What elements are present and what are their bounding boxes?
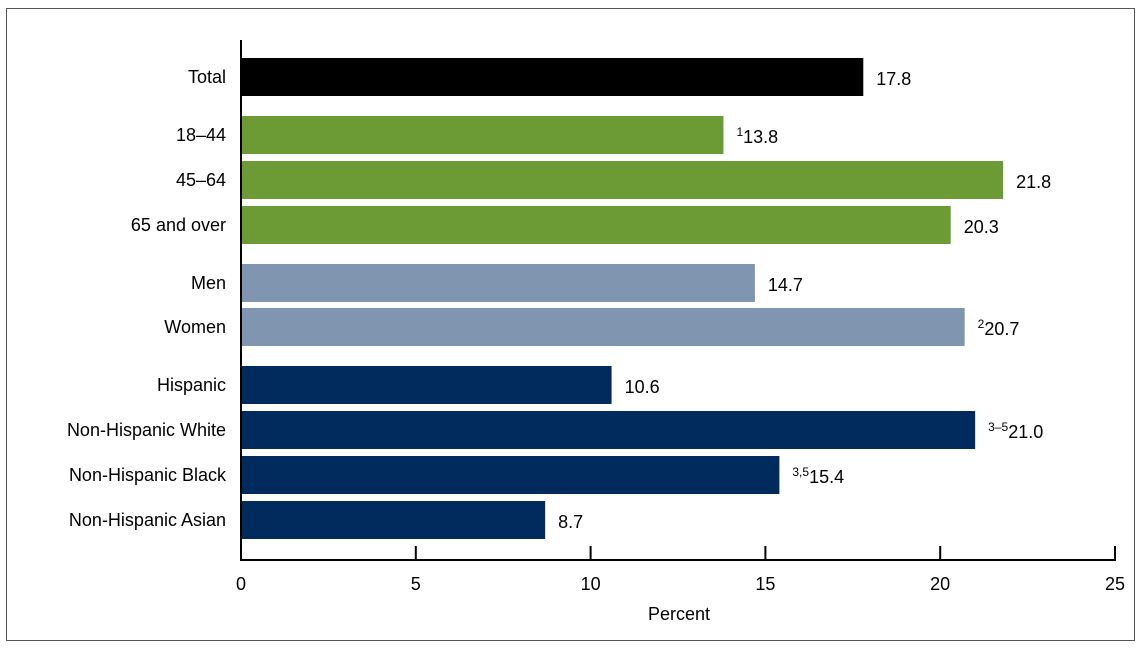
- bar-non-hispanic-black: [241, 456, 780, 494]
- category-label-non-hispanic-black: Non-Hispanic Black: [69, 465, 227, 485]
- value-number-18-44: 13.8: [743, 127, 778, 147]
- value-number-women: 20.7: [984, 319, 1019, 339]
- x-axis-title: Percent: [648, 604, 710, 624]
- footnote-marker-18-44: 1: [736, 125, 743, 139]
- bar-18-44: [241, 116, 724, 154]
- value-label-non-hispanic-black: 3,515.4: [792, 465, 844, 487]
- category-label-total: Total: [188, 67, 226, 87]
- bar-women: [241, 308, 965, 346]
- value-label-non-hispanic-white: 3–521.0: [988, 420, 1043, 442]
- value-label-hispanic: 10.6: [625, 377, 660, 397]
- x-tick-label-5: 5: [411, 574, 421, 594]
- value-label-18-44: 113.8: [736, 125, 778, 147]
- x-tick-label-25: 25: [1105, 574, 1125, 594]
- value-label-total: 17.8: [876, 69, 911, 89]
- category-label-45-64: 45–64: [176, 170, 226, 190]
- category-label-men: Men: [191, 273, 226, 293]
- value-number-hispanic: 10.6: [625, 377, 660, 397]
- value-number-non-hispanic-white: 21.0: [1008, 422, 1043, 442]
- category-label-women: Women: [164, 317, 226, 337]
- category-label-65-and-over: 65 and over: [131, 215, 226, 235]
- value-number-65-and-over: 20.3: [964, 217, 999, 237]
- bar-total: [241, 58, 864, 96]
- bar-hispanic: [241, 366, 612, 404]
- value-label-45-64: 21.8: [1016, 172, 1051, 192]
- value-number-total: 17.8: [876, 69, 911, 89]
- x-tick-label-0: 0: [236, 574, 246, 594]
- x-tick-label-20: 20: [930, 574, 950, 594]
- bars-layer: [241, 58, 1004, 539]
- value-number-men: 14.7: [768, 275, 803, 295]
- labels-layer: Total 17.8 18–44 113.8 45–64 21.8 65 and over 2…: [67, 67, 1051, 532]
- value-number-45-64: 21.8: [1016, 172, 1051, 192]
- value-label-65-and-over: 20.3: [964, 217, 999, 237]
- footnote-marker-women: 2: [978, 317, 985, 331]
- value-label-women: 220.7: [978, 317, 1020, 339]
- x-axis-ticks: 0 5 10 15 20 25: [236, 546, 1125, 594]
- value-label-non-hispanic-asian: 8.7: [558, 512, 583, 532]
- x-tick-label-10: 10: [581, 574, 601, 594]
- value-number-non-hispanic-black: 15.4: [809, 467, 844, 487]
- category-label-18-44: 18–44: [176, 125, 226, 145]
- bar-non-hispanic-asian: [241, 501, 546, 539]
- bar-65-and-over: [241, 206, 951, 244]
- category-label-hispanic: Hispanic: [157, 375, 226, 395]
- x-tick-label-15: 15: [755, 574, 775, 594]
- footnote-marker-non-hispanic-white: 3–5: [988, 420, 1008, 434]
- category-label-non-hispanic-white: Non-Hispanic White: [67, 420, 226, 440]
- footnote-marker-non-hispanic-black: 3,5: [792, 465, 809, 479]
- bar-non-hispanic-white: [241, 411, 976, 449]
- value-number-non-hispanic-asian: 8.7: [558, 512, 583, 532]
- value-label-men: 14.7: [768, 275, 803, 295]
- bar-men: [241, 264, 755, 302]
- bar-45-64: [241, 161, 1004, 199]
- category-label-non-hispanic-asian: Non-Hispanic Asian: [69, 510, 226, 530]
